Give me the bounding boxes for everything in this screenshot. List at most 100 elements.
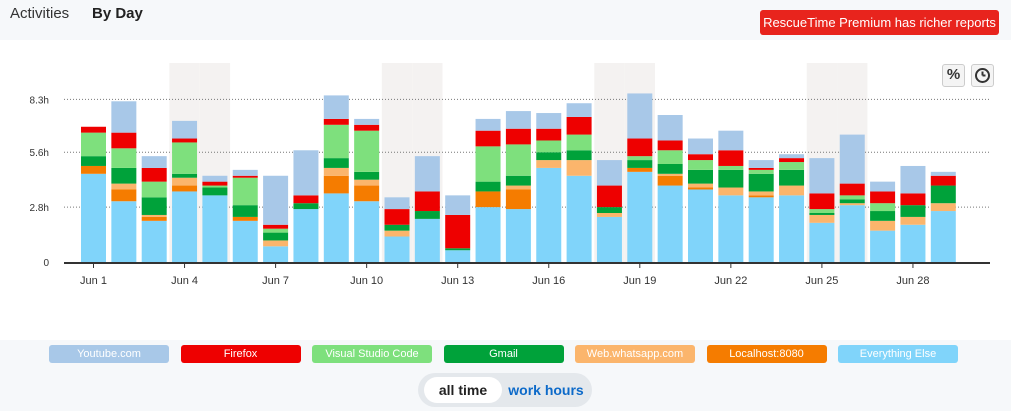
bar-segment [111, 201, 137, 262]
bar-segment [445, 195, 471, 215]
bar-segment [627, 167, 653, 172]
bar-segment [475, 191, 501, 208]
x-tick-label: Jun 19 [623, 275, 656, 287]
bar-segment [657, 115, 683, 141]
bar-segment [657, 150, 683, 164]
bar-segment [81, 156, 106, 166]
x-tick-label: Jun 25 [805, 275, 838, 287]
legend-item[interactable]: Gmail [443, 345, 564, 363]
legend-item[interactable]: Web.whatsapp.com [575, 345, 695, 363]
bar-segment [748, 167, 774, 170]
bar-segment [263, 228, 289, 233]
y-tick-label: 2.8h [30, 203, 49, 214]
bar-segment [536, 160, 562, 168]
bar-segment [900, 205, 926, 217]
bar-segment [688, 138, 713, 155]
bar-segment [596, 160, 622, 186]
bar-segment [354, 171, 380, 180]
x-tick-label: Jun 13 [441, 275, 474, 287]
bar-segment [930, 171, 956, 176]
bar-segment [505, 209, 531, 262]
bar-segment [839, 203, 865, 206]
legend-item[interactable]: Everything Else [838, 345, 958, 363]
legend-item[interactable]: Localhost:8080 [706, 345, 827, 363]
bar-segment [323, 95, 349, 119]
bar-segment [748, 195, 774, 198]
bar-segment [839, 134, 865, 184]
bar-segment [414, 156, 440, 192]
bar-segment [354, 185, 380, 202]
bar-segment [172, 120, 198, 139]
bar-segment [263, 175, 289, 225]
bar-segment [566, 134, 592, 151]
bar-segment [172, 173, 198, 178]
bar-segment [384, 236, 410, 262]
bar-segment [445, 248, 471, 251]
bar-segment [870, 191, 896, 204]
bar-segment [627, 171, 653, 262]
x-tick-label: Jun 22 [714, 275, 747, 287]
bar-segment [81, 132, 106, 157]
bar-segment [414, 211, 440, 219]
bar-segment [293, 150, 319, 196]
bar-segment [566, 175, 592, 262]
bar-segment [354, 118, 380, 125]
bar-segment [232, 177, 258, 206]
bar-segment [475, 130, 501, 147]
bar-segment [202, 175, 228, 182]
clock-icon[interactable] [971, 64, 994, 87]
bar-segment [232, 205, 258, 217]
x-tick-label: Jun 4 [171, 275, 198, 287]
bar-segment [779, 169, 805, 186]
bar-segment [748, 191, 774, 196]
bar-segment [779, 154, 805, 159]
bar-segment [354, 201, 380, 262]
bar-segment [202, 187, 228, 196]
bar-segment [172, 185, 198, 192]
legend-item[interactable]: Youtube.com [49, 345, 169, 363]
work-hours-option[interactable]: work hours [508, 382, 584, 398]
bar-segment [384, 230, 410, 237]
premium-reports-button[interactable]: RescueTime Premium has richer reports [760, 10, 999, 35]
x-tick-label: Jun 7 [262, 275, 289, 287]
bar-segment [566, 116, 592, 135]
bar-segment [839, 205, 865, 262]
bar-segment [505, 128, 531, 145]
bar-segment [930, 185, 956, 204]
tab-by-day[interactable]: By Day [92, 5, 143, 22]
bar-segment [172, 191, 198, 262]
bar-segment [870, 203, 896, 212]
bar-segment [809, 214, 835, 223]
bar-segment [688, 154, 713, 161]
legend-item[interactable]: Firefox [180, 345, 301, 363]
bar-segment [688, 183, 713, 188]
bar-segment [232, 216, 258, 221]
bar-segment [779, 158, 805, 163]
bar-segment [354, 130, 380, 172]
bar-segment [718, 130, 744, 151]
bar-segment [839, 199, 865, 204]
bar-segment [566, 150, 592, 161]
all-time-option[interactable]: all time [424, 377, 502, 403]
bar-segment [505, 185, 531, 190]
bar-segment [900, 224, 926, 262]
bar-segment [232, 220, 258, 262]
time-range-toggle: all time work hours [418, 373, 592, 407]
bar-segment [627, 93, 653, 139]
bar-segment [505, 175, 531, 186]
bar-segment [293, 203, 319, 210]
bar-segment [809, 222, 835, 262]
bar-segment [657, 164, 683, 174]
bar-segment [900, 193, 926, 206]
legend-item[interactable]: Visual Studio Code [312, 345, 432, 363]
percent-toggle-button[interactable]: % [942, 64, 965, 87]
bar-segment [657, 175, 683, 186]
tab-activities[interactable]: Activities [10, 5, 70, 22]
bar-segment [141, 181, 167, 198]
bar-segment [263, 246, 289, 262]
bar-segment [809, 209, 835, 213]
bar-segment [839, 195, 865, 200]
bar-segment [475, 118, 501, 131]
bar-segment [809, 213, 835, 215]
bar-segment [536, 140, 562, 153]
